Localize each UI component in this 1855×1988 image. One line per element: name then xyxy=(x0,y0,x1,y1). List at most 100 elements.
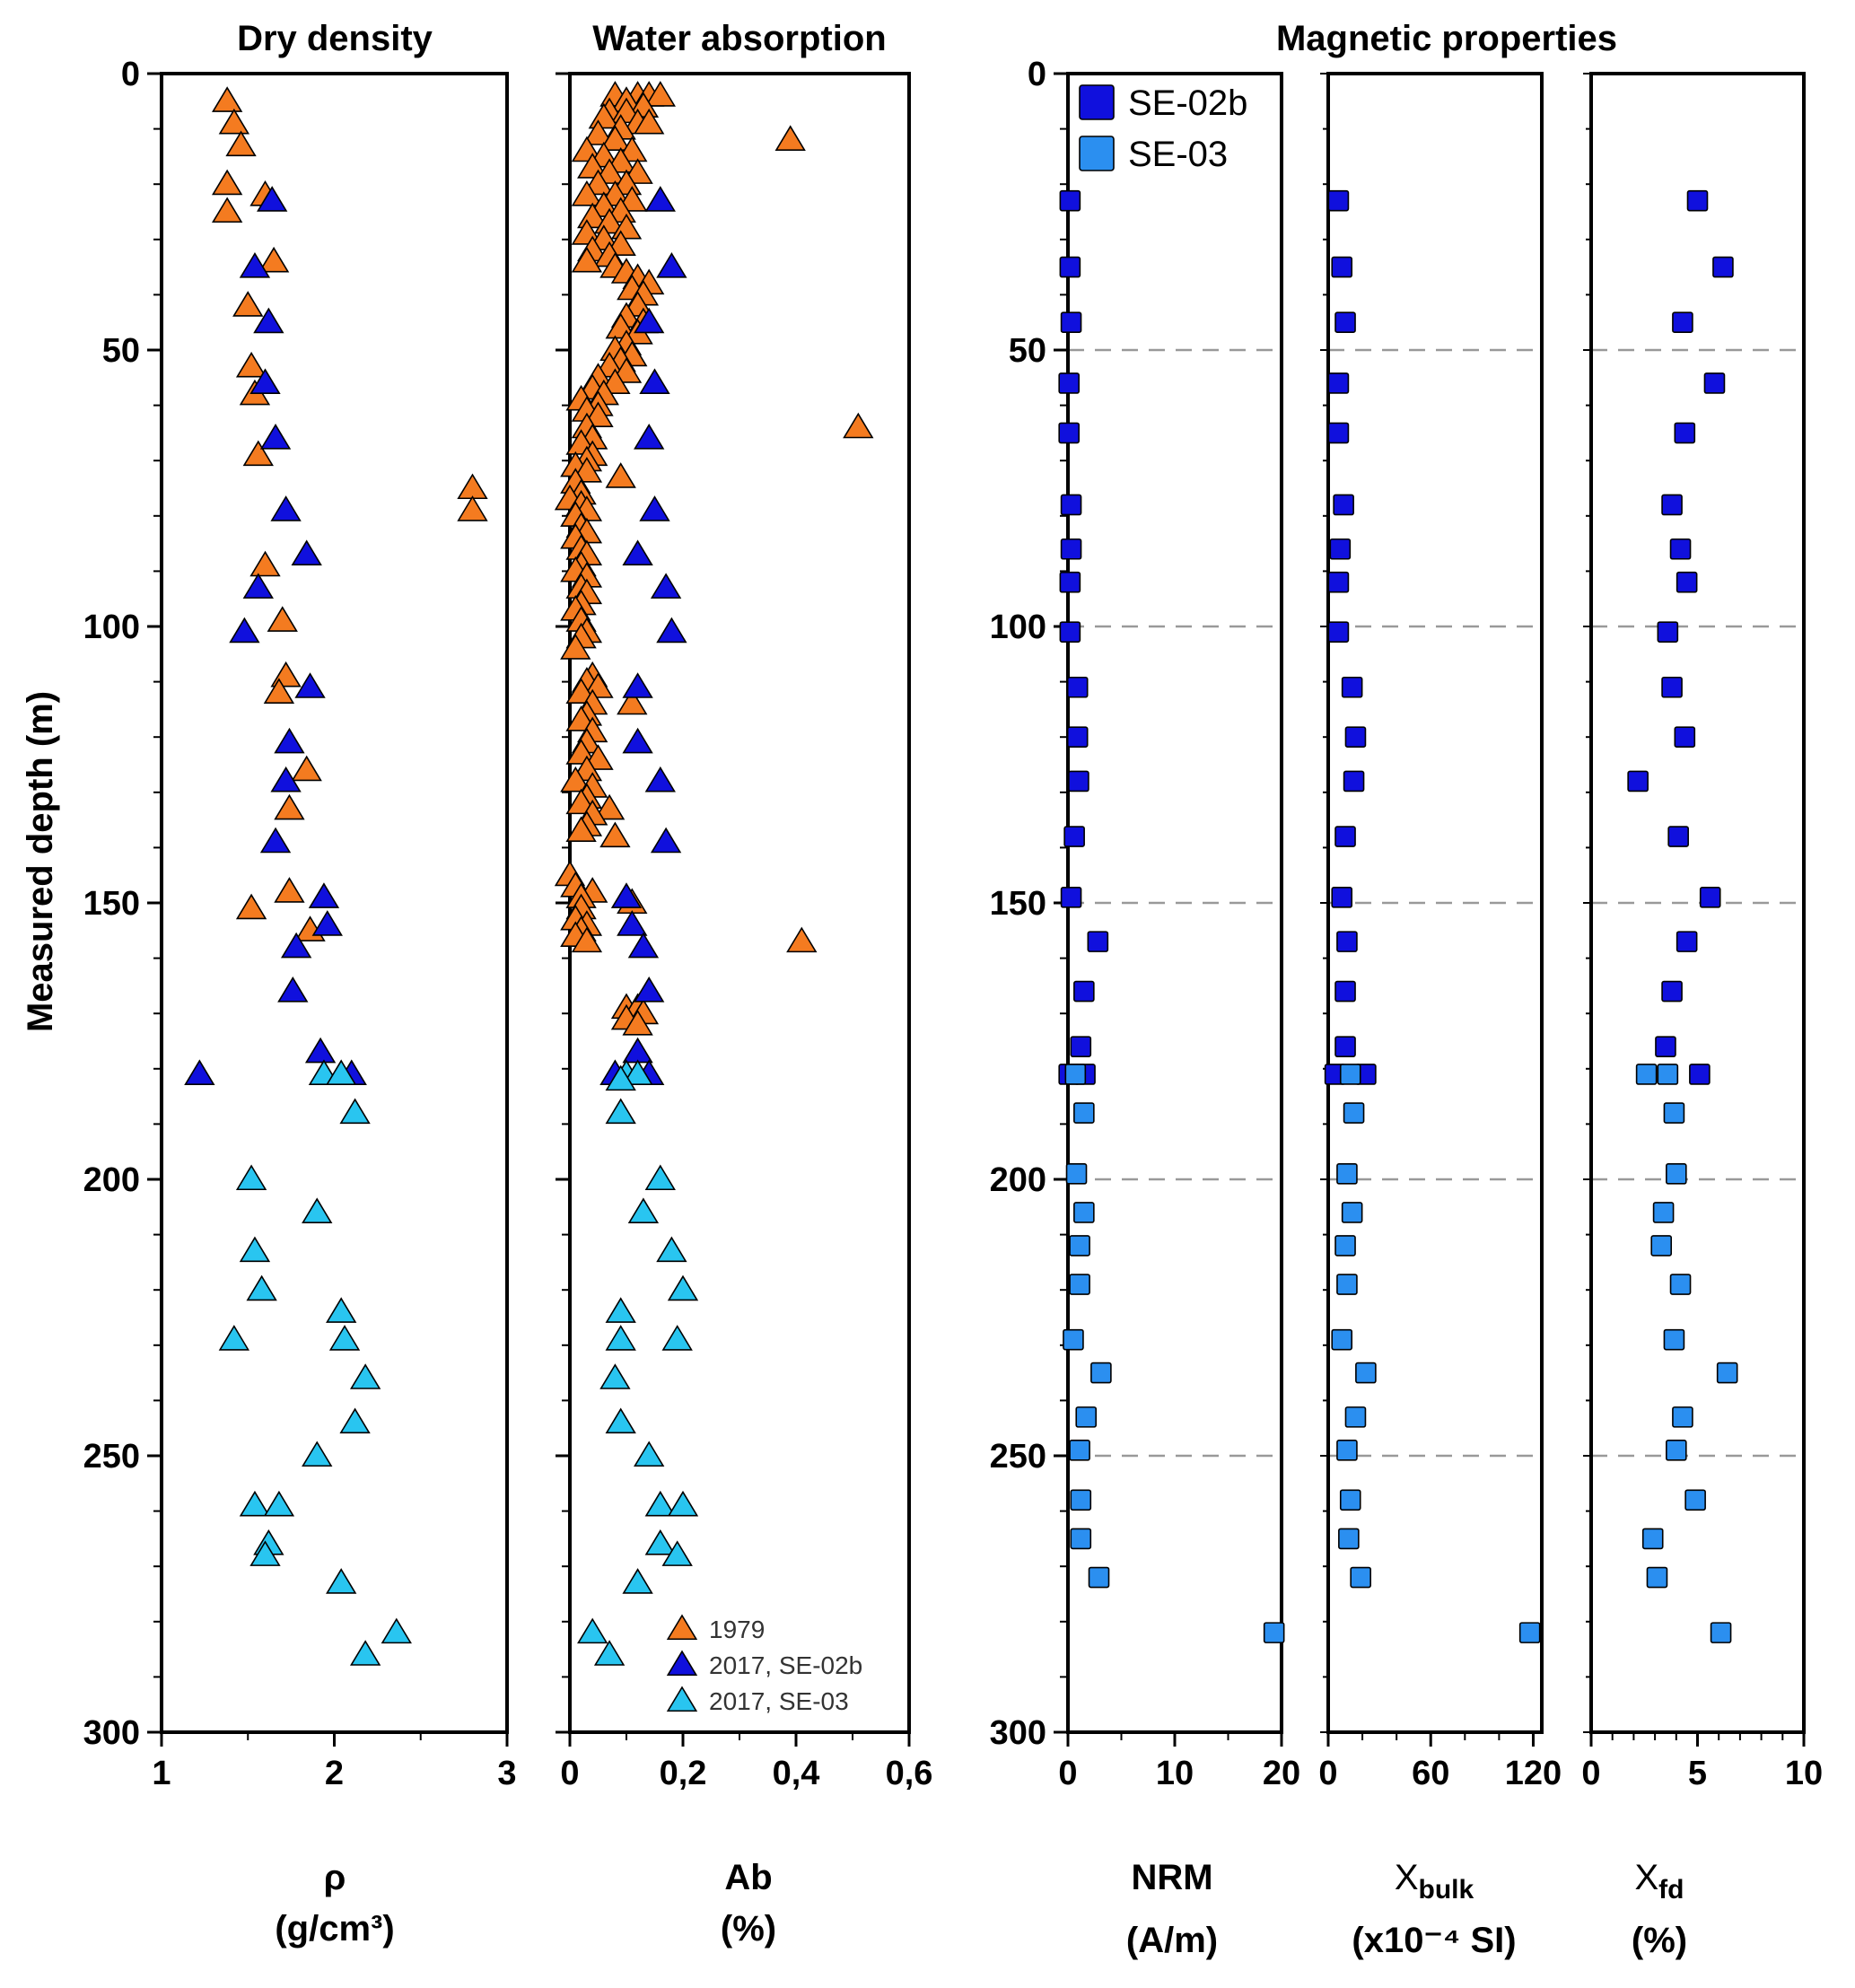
data-point-triangle xyxy=(661,1325,693,1351)
data-point-square xyxy=(1070,1489,1092,1511)
x-tick-label: 0 xyxy=(1318,1755,1337,1792)
data-point-triangle xyxy=(232,291,264,317)
data-point-square xyxy=(1334,980,1356,1003)
data-point-triangle xyxy=(644,1164,676,1191)
data-point-square xyxy=(1672,1406,1693,1428)
x-tick-label: 0,6 xyxy=(886,1755,933,1792)
data-point-triangle xyxy=(225,130,257,157)
y-tick-label: 300 xyxy=(990,1714,1046,1752)
data-point-triangle xyxy=(599,1363,631,1389)
data-point-triangle xyxy=(381,1617,412,1644)
data-point-triangle xyxy=(274,727,305,754)
data-point-triangle xyxy=(622,539,653,565)
data-point-square xyxy=(1058,422,1080,444)
data-point-triangle xyxy=(229,617,260,644)
panel-water_absorption: 0 0,2 0,4 0,6 xyxy=(554,72,933,1792)
data-point-square xyxy=(1333,494,1354,516)
data-point-triangle xyxy=(593,1640,626,1666)
data-point-square xyxy=(1674,726,1696,749)
series-se-03 xyxy=(1063,1064,1285,1643)
data-point-triangle xyxy=(304,1037,337,1064)
data-point-triangle xyxy=(627,932,660,959)
data-point-triangle xyxy=(211,169,243,196)
data-point-square xyxy=(1334,311,1356,334)
data-point-triangle xyxy=(639,495,670,521)
data-point-triangle xyxy=(656,1236,687,1263)
data-point-triangle xyxy=(644,1490,676,1517)
xlabel-rho: ρ xyxy=(324,1858,346,1897)
data-point-square xyxy=(1068,770,1089,793)
data-point-square xyxy=(1327,422,1350,444)
legend-marker xyxy=(666,1614,698,1641)
legend-triangles: 1979 2017, SE-02b 2017, SE-03 xyxy=(666,1614,862,1715)
data-point-triangle xyxy=(291,755,322,782)
data-point-square xyxy=(1331,1328,1353,1351)
data-point-triangle xyxy=(560,766,591,793)
data-point-square xyxy=(1070,1528,1092,1550)
title-magnetic-properties: Magnetic properties xyxy=(1276,19,1617,58)
data-point-square xyxy=(1064,1064,1087,1085)
data-point-square xyxy=(1646,1566,1668,1589)
series-se-02b xyxy=(1058,189,1109,1085)
data-point-triangle xyxy=(843,412,874,439)
data-point-square xyxy=(1663,1102,1685,1124)
data-point-triangle xyxy=(582,119,614,145)
data-point-triangle xyxy=(571,926,603,953)
data-point-triangle xyxy=(622,1568,653,1594)
data-point-square xyxy=(1336,1163,1358,1185)
data-point-triangle xyxy=(634,976,665,1003)
legend-marker xyxy=(666,1686,698,1712)
legend-label: SE-02b xyxy=(1128,83,1247,123)
xlabel-xbulk: Xbulk xyxy=(1395,1858,1474,1905)
data-point-triangle xyxy=(270,661,302,687)
panel-dry_density: 1 2 3 0 50 100 150 200 250 300 xyxy=(83,56,517,1792)
legend-label: 1979 xyxy=(709,1616,765,1643)
data-point-square xyxy=(1710,1622,1732,1643)
data-point-square xyxy=(1073,1202,1095,1223)
y-tick-label: 250 xyxy=(990,1438,1046,1476)
data-point-square xyxy=(1339,1064,1361,1085)
data-point-square xyxy=(1059,189,1081,212)
data-point-square xyxy=(1073,1102,1095,1124)
data-point-triangle xyxy=(253,307,284,334)
data-point-triangle xyxy=(786,926,818,953)
data-point-square xyxy=(1065,1163,1088,1185)
data-point-square xyxy=(1676,571,1698,593)
legend-marker xyxy=(1079,136,1115,171)
data-point-square xyxy=(1329,538,1352,560)
data-point-triangle xyxy=(634,1441,665,1467)
y-tick-label: 300 xyxy=(83,1714,140,1752)
data-point-square xyxy=(1661,980,1683,1003)
y-tick-label: 150 xyxy=(83,885,140,923)
data-point-triangle xyxy=(339,1098,371,1125)
data-point-square xyxy=(1350,1566,1371,1589)
data-point-square xyxy=(1344,726,1367,749)
data-point-square xyxy=(1090,1362,1112,1384)
data-point-triangle xyxy=(639,368,670,395)
data-point-square xyxy=(1676,931,1698,952)
data-point-triangle xyxy=(239,1236,271,1263)
data-point-triangle xyxy=(634,307,665,334)
x-tick-label: 2 xyxy=(325,1755,344,1792)
data-point-square xyxy=(1674,422,1696,444)
series-1979 xyxy=(554,81,874,1036)
series-2017-se-03 xyxy=(218,1059,412,1666)
data-point-triangle xyxy=(259,424,292,450)
data-point-square xyxy=(1716,1362,1738,1384)
data-point-triangle xyxy=(571,246,603,273)
data-point-square xyxy=(1657,621,1679,643)
xunit-nrm: (A/m) xyxy=(1126,1921,1218,1960)
data-point-square xyxy=(1059,571,1081,593)
data-point-triangle xyxy=(270,495,302,521)
data-point-triangle xyxy=(294,672,326,698)
data-point-triangle xyxy=(634,424,665,450)
data-point-square xyxy=(1331,887,1353,908)
y-tick-label: 200 xyxy=(83,1161,140,1199)
data-point-triangle xyxy=(610,882,643,908)
data-point-triangle xyxy=(774,125,806,151)
series-2017-se-03 xyxy=(577,1059,699,1666)
data-point-square xyxy=(1334,826,1356,847)
data-point-triangle xyxy=(242,440,274,467)
